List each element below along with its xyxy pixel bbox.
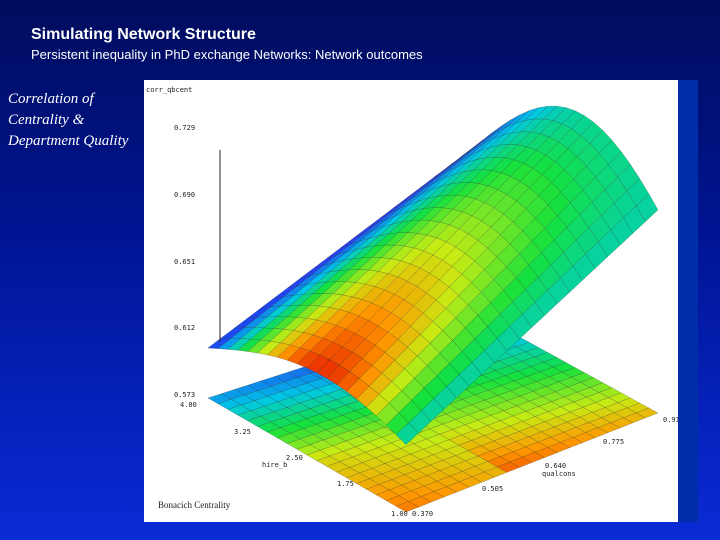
x-tick-4: 0.775 — [603, 438, 624, 446]
z-tick-4: 0.612 — [174, 324, 195, 332]
z-tick-5: 0.573 — [174, 391, 195, 399]
right-edge-strip — [678, 80, 698, 522]
y-axis-label: hire_b — [262, 461, 287, 469]
z-tick-2: 0.690 — [174, 191, 195, 199]
bottom-caption: Bonacich Centrality — [158, 500, 231, 510]
y-tick-4: 1.75 — [337, 480, 354, 488]
y-tick-3: 2.50 — [286, 454, 303, 462]
surface-mesh — [207, 105, 659, 446]
figure-caption: Correlation of Centrality & Department Q… — [8, 91, 129, 149]
z-tick-3: 0.651 — [174, 258, 195, 266]
surface-cell — [635, 193, 659, 222]
y-tick-2: 3.25 — [234, 428, 251, 436]
surface-cell — [509, 313, 533, 340]
slide-subtitle: Persistent inequality in PhD exchange Ne… — [31, 47, 423, 62]
z-tick-1: 0.729 — [174, 124, 195, 132]
y-tick-5: 1.00 — [391, 510, 408, 518]
x-axis-label: qualcons — [542, 470, 576, 478]
surface-plot: corr_qbcent 0.729 0.690 0.651 0.612 0.57… — [144, 80, 678, 522]
y-tick-1: 4.00 — [180, 401, 197, 409]
x-tick-1: 0.370 — [412, 510, 433, 518]
surface-plot-svg: corr_qbcent 0.729 0.690 0.651 0.612 0.57… — [146, 86, 678, 518]
x-tick-3: 0.640 — [545, 462, 566, 470]
surface-cell — [496, 325, 520, 352]
surface-cell — [610, 217, 634, 246]
surface-cell — [421, 398, 445, 422]
surface-cell — [547, 277, 571, 305]
x-tick-2: 0.505 — [482, 485, 503, 493]
surface-cell — [560, 265, 583, 293]
x-tick-5: 0.910 — [663, 416, 678, 424]
floor-cell — [395, 501, 420, 513]
z-axis-title: corr_qbcent — [146, 86, 192, 94]
slide-title: Simulating Network Structure — [31, 26, 256, 43]
